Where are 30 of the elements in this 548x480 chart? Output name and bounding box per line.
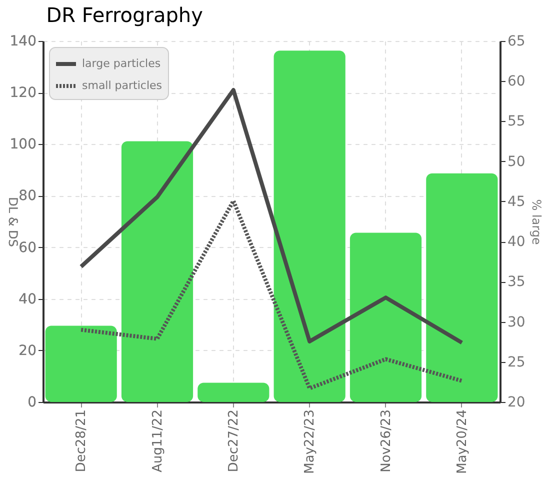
x-tick-label: Aug11/22 <box>150 410 166 472</box>
legend-label: small particles <box>82 79 162 92</box>
y2-tick-label: 30 <box>508 314 526 330</box>
chart-title: DR Ferrography <box>46 3 204 27</box>
y-tick-label: 0 <box>28 394 36 410</box>
x-tick-label: Nov26/23 <box>378 410 394 472</box>
y2-tick-label: 50 <box>508 154 526 170</box>
y2-axis-title: % large <box>529 199 544 245</box>
y2-tick-label: 35 <box>508 274 526 290</box>
y-tick-label: 120 <box>10 85 36 102</box>
line-series <box>79 198 464 390</box>
y2-tick-label: 60 <box>508 74 526 90</box>
y2-tick-label: 65 <box>508 34 526 50</box>
x-tick-label: May22/23 <box>302 410 318 474</box>
legend-label: large particles <box>82 57 161 70</box>
y2-tick-label: 20 <box>508 394 526 410</box>
x-tick-label: Dec27/22 <box>226 410 242 472</box>
y-tick-label: 40 <box>18 291 36 308</box>
y2-tick-label: 45 <box>508 194 526 210</box>
y2-tick-label: 25 <box>508 354 526 370</box>
x-tick-label: May20/24 <box>454 410 470 474</box>
y2-tick-label: 55 <box>508 114 526 130</box>
y-axis-title: DL & DS <box>6 197 20 247</box>
y-tick-label: 100 <box>10 136 36 153</box>
x-tick-label: Dec28/21 <box>74 410 90 472</box>
y-tick-label: 140 <box>10 34 36 50</box>
y-tick-label: 20 <box>18 342 36 359</box>
y-tick-label: 60 <box>18 240 36 256</box>
y2-tick-label: 40 <box>508 234 526 250</box>
y-tick-label: 80 <box>18 188 36 204</box>
